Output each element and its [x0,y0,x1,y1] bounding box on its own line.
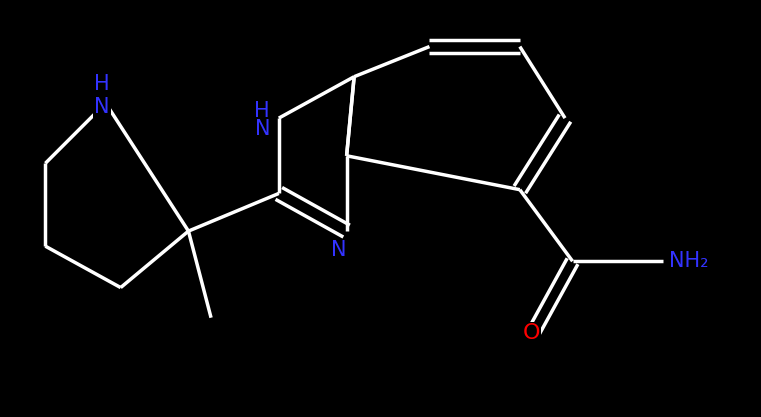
Text: N: N [94,97,110,117]
Text: H: H [254,100,270,121]
Text: N: N [254,119,270,139]
Text: N: N [331,240,347,260]
Text: O: O [522,323,540,343]
Text: NH₂: NH₂ [670,251,709,271]
Text: H: H [94,74,110,94]
